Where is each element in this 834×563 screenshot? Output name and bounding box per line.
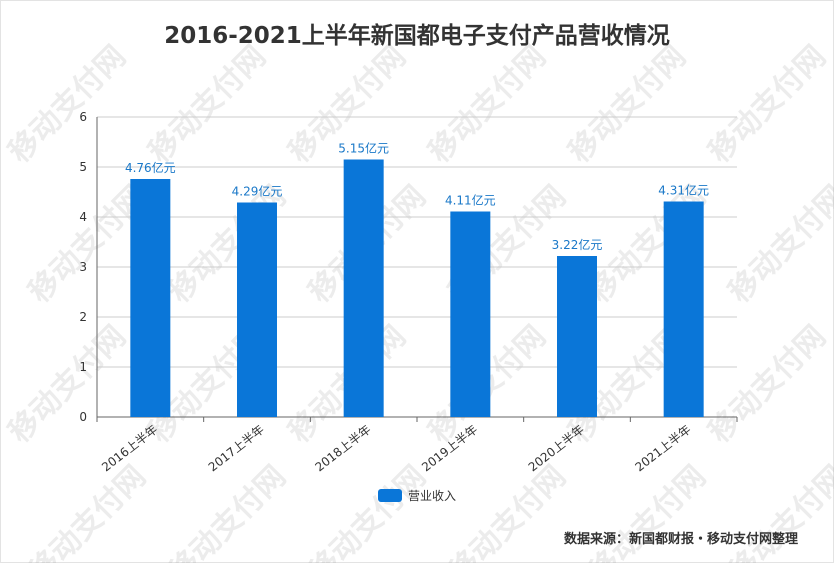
chart-title: 2016-2021上半年新国都电子支付产品营收情况	[164, 23, 670, 49]
bar	[130, 179, 171, 417]
data-label: 3.22亿元	[552, 237, 603, 252]
x-tick-label: 2018上半年	[312, 422, 373, 474]
x-tick-label: 2017上半年	[206, 422, 267, 474]
y-tick-label: 6	[79, 110, 87, 124]
x-tick-label: 2020上半年	[526, 422, 587, 474]
legend-swatch	[378, 489, 402, 502]
y-tick-label: 4	[79, 210, 87, 224]
bar	[663, 201, 704, 417]
x-tick-label: 2019上半年	[419, 422, 480, 474]
bar	[237, 202, 277, 417]
legend[interactable]: 营业收入	[378, 487, 456, 504]
y-tick-label: 5	[79, 160, 87, 174]
y-tick-label: 0	[79, 410, 87, 424]
bar	[450, 211, 491, 417]
bar	[557, 256, 597, 417]
data-label: 4.31亿元	[658, 183, 709, 198]
bar	[343, 159, 384, 417]
source-note: 数据来源：新国都财报・移动支付网整理	[563, 532, 798, 547]
data-label: 4.11亿元	[445, 193, 496, 208]
y-tick-label: 2	[79, 310, 87, 324]
y-tick-label: 1	[79, 360, 87, 374]
x-tick-label: 2021上半年	[632, 422, 693, 474]
legend-label: 营业收入	[408, 489, 457, 503]
data-label: 5.15亿元	[338, 141, 389, 156]
data-label: 4.76亿元	[125, 160, 176, 175]
y-tick-label: 3	[79, 260, 87, 274]
data-label: 4.29亿元	[232, 184, 283, 199]
x-tick-label: 2016上半年	[99, 422, 160, 474]
